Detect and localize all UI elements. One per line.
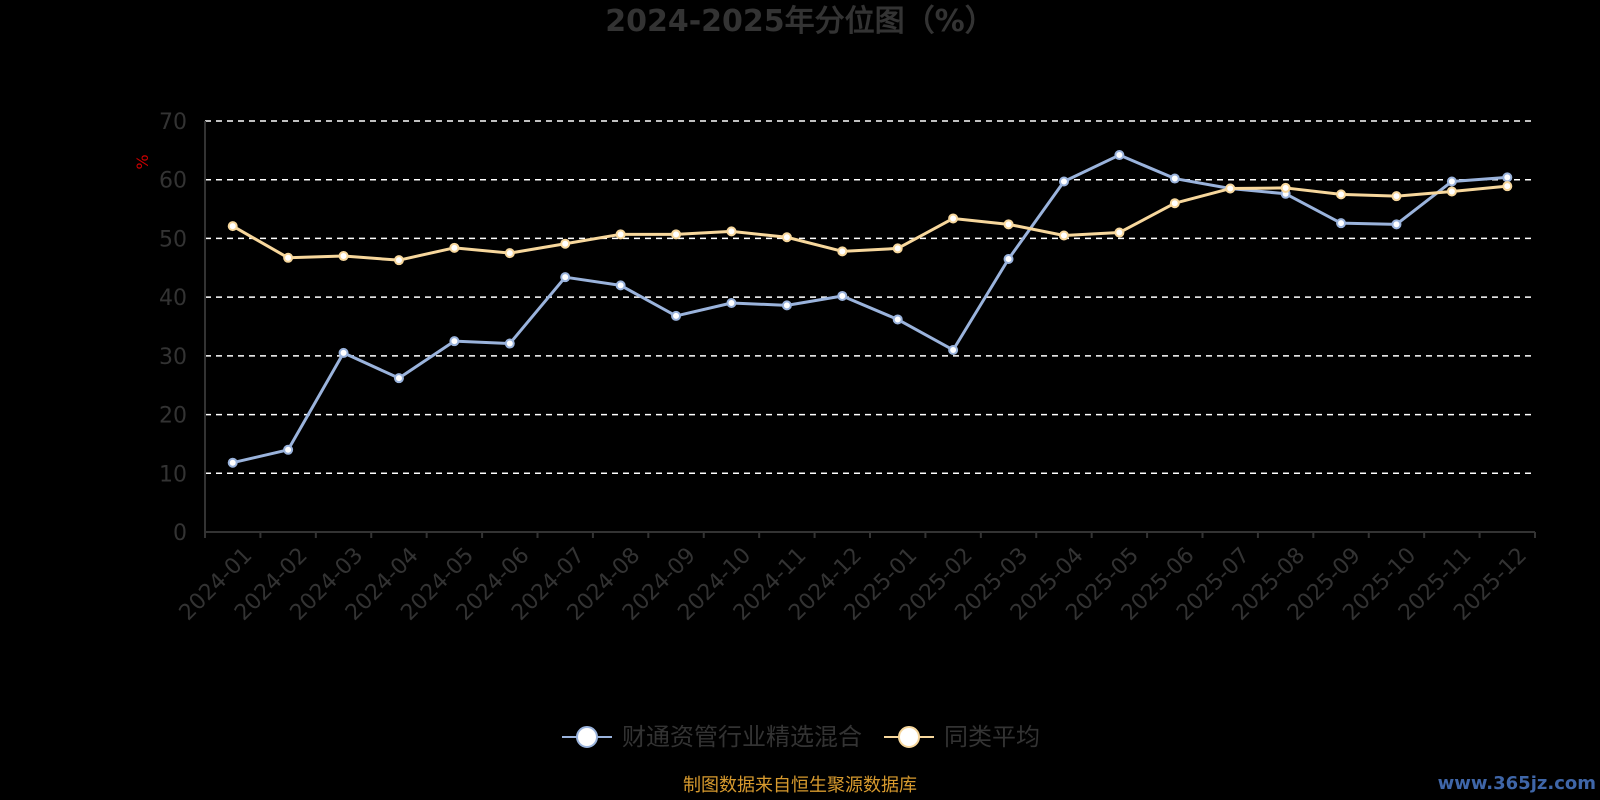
data-point	[1114, 150, 1125, 161]
data-point	[1058, 176, 1069, 187]
data-point	[615, 229, 626, 240]
data-point	[1169, 173, 1180, 184]
data-point	[393, 373, 404, 384]
data-point	[393, 255, 404, 266]
data-point	[1225, 183, 1236, 194]
y-tick-label: 60	[159, 169, 187, 194]
data-point	[1058, 230, 1069, 241]
data-point	[338, 251, 349, 262]
y-tick-label: 20	[159, 404, 187, 429]
data-point	[560, 238, 571, 249]
data-point	[1169, 198, 1180, 209]
data-point	[227, 457, 238, 468]
data-point	[615, 280, 626, 291]
data-point	[1446, 186, 1457, 197]
watermark: www.365jz.com	[1437, 773, 1596, 794]
data-point	[671, 310, 682, 321]
data-point	[1336, 218, 1347, 229]
y-tick-label: 0	[173, 521, 187, 546]
series-line	[231, 184, 1508, 262]
data-point	[1502, 172, 1513, 183]
data-point	[283, 444, 294, 455]
data-point	[892, 314, 903, 325]
data-point	[1391, 219, 1402, 230]
data-point	[1280, 182, 1291, 193]
data-point	[1114, 227, 1125, 238]
data-point	[726, 226, 737, 237]
y-tick-label: 40	[159, 286, 187, 311]
y-tick-label: 10	[159, 462, 187, 487]
legend-label: 同类平均	[944, 723, 1040, 751]
data-point	[948, 344, 959, 355]
data-point	[1003, 219, 1014, 230]
y-axis-label: %	[133, 154, 152, 169]
data-point	[449, 336, 460, 347]
data-point	[1502, 181, 1513, 192]
data-point	[892, 243, 903, 254]
chart-title: 2024-2025年分位图（%）	[605, 4, 995, 39]
data-point	[781, 232, 792, 243]
data-point	[283, 252, 294, 263]
y-tick-label: 30	[159, 345, 187, 370]
data-point	[227, 221, 238, 232]
y-tick-label: 50	[159, 227, 187, 252]
data-point	[560, 272, 571, 283]
data-point	[1003, 253, 1014, 264]
data-point	[948, 213, 959, 224]
data-point	[1446, 176, 1457, 187]
data-source-note: 制图数据来自恒生聚源数据库	[683, 775, 917, 796]
data-point	[504, 248, 515, 259]
data-point	[504, 338, 515, 349]
data-point	[1336, 189, 1347, 200]
data-point	[671, 229, 682, 240]
legend-label: 财通资管行业精选混合	[622, 723, 862, 751]
data-point	[837, 246, 848, 257]
y-tick-label: 70	[159, 110, 187, 135]
legend-swatch-marker	[576, 726, 598, 748]
legend-swatch-marker	[898, 726, 920, 748]
data-point	[781, 300, 792, 311]
data-point	[338, 347, 349, 358]
data-point	[726, 298, 737, 309]
data-point	[1391, 191, 1402, 202]
series-line	[232, 153, 1508, 465]
data-point	[449, 242, 460, 253]
data-point	[837, 290, 848, 301]
